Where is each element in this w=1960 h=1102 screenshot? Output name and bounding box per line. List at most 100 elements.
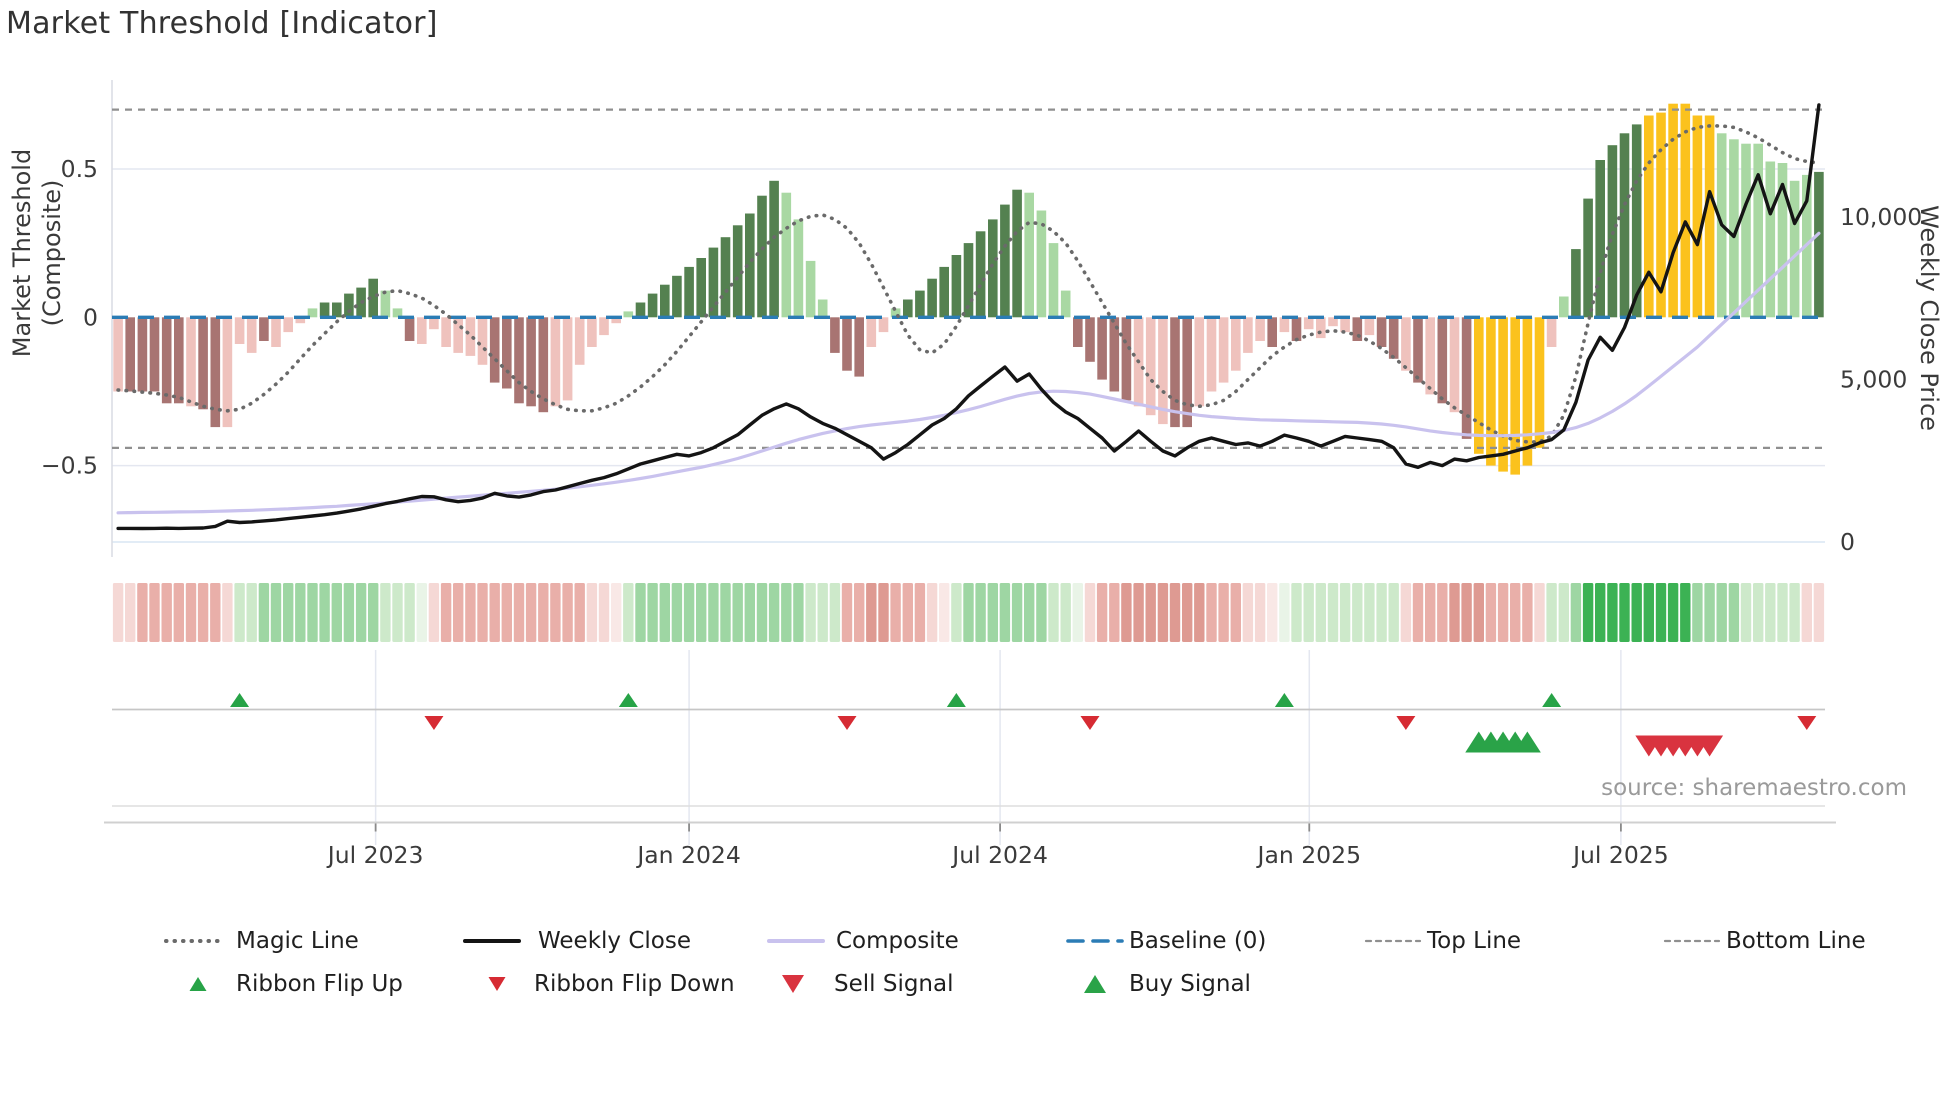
histogram-bar <box>1291 317 1302 341</box>
histogram-bar <box>830 317 840 353</box>
ribbon-flip-up-marker <box>1274 693 1294 707</box>
ribbon-cell <box>963 583 974 642</box>
histogram-bar <box>1510 317 1520 475</box>
histogram-bar <box>550 317 561 407</box>
histogram-bar <box>380 290 391 318</box>
histogram-bar <box>1048 243 1059 318</box>
ribbon-cell <box>1157 583 1169 642</box>
histogram-bar <box>769 180 779 318</box>
histogram-bar <box>1522 317 1533 466</box>
legend-label: Buy Signal <box>1129 971 1251 997</box>
legend-swatch-dotted-gray-icon <box>164 927 222 955</box>
ribbon-cell <box>841 583 853 642</box>
histogram-bar <box>1425 317 1435 395</box>
ribbon-cell <box>125 583 136 642</box>
legend-swatch-tri-down-small-icon <box>468 970 526 998</box>
buy-signal-marker <box>1513 731 1541 753</box>
ribbon-cell <box>295 583 306 642</box>
histogram-bar <box>1668 103 1678 318</box>
histogram-bar <box>587 317 597 347</box>
ribbon-cell <box>1777 583 1788 642</box>
ribbon-cell <box>1169 583 1181 642</box>
ribbon-cell <box>708 583 719 642</box>
histogram-bar <box>623 311 634 318</box>
histogram-bar <box>1498 317 1508 472</box>
ribbon-cell <box>1753 583 1764 642</box>
histogram-bar <box>198 317 208 410</box>
ribbon-cell <box>1692 583 1703 642</box>
ribbon-cell <box>866 583 877 642</box>
histogram-bar <box>1571 249 1581 318</box>
histogram-bar <box>1741 143 1751 318</box>
ribbon-cell <box>355 583 367 642</box>
ribbon-cell <box>1291 583 1302 642</box>
histogram-bar <box>951 255 962 318</box>
legend-label: Top Line <box>1427 928 1522 954</box>
legend-swatch-solid-purple-icon <box>767 927 825 955</box>
histogram-bar <box>392 308 403 318</box>
ribbon-cell <box>525 583 537 642</box>
histogram-bar <box>1413 317 1423 383</box>
ribbon-cell <box>1801 583 1812 642</box>
histogram-bar <box>271 317 281 347</box>
legend-swatch-dashed-blue-icon <box>1066 927 1124 955</box>
left-tick-label: −0.5 <box>41 452 98 480</box>
x-tick-label: Jan 2025 <box>1256 841 1362 869</box>
ribbon-cell <box>1279 583 1290 642</box>
ribbon-cell <box>1242 583 1254 642</box>
ribbon-cell <box>683 583 695 642</box>
histogram-bar <box>1461 317 1472 439</box>
legend-label: Weekly Close <box>538 928 691 954</box>
ribbon-cell <box>768 583 780 642</box>
histogram-bar <box>757 195 767 318</box>
ribbon-cell <box>392 583 403 642</box>
ribbon-cell <box>380 583 391 642</box>
ribbon-cell <box>1655 583 1667 642</box>
ribbon-cell <box>501 583 512 642</box>
histogram-bar <box>939 266 949 318</box>
histogram-bar <box>429 317 439 330</box>
ribbon-cell <box>598 583 610 642</box>
histogram-bar <box>1316 317 1326 339</box>
histogram-bar <box>878 317 889 333</box>
ribbon-cell <box>1582 583 1594 642</box>
histogram-bar <box>125 317 135 392</box>
histogram-bar <box>988 219 998 318</box>
ribbon-cell <box>1352 583 1363 642</box>
ribbon-cell <box>1510 583 1521 642</box>
legend-label: Ribbon Flip Up <box>236 971 403 997</box>
x-tick-label: Jul 2025 <box>1571 841 1669 869</box>
histogram-bar <box>1765 161 1776 318</box>
histogram-bar <box>890 308 901 318</box>
histogram-bar <box>1376 317 1387 347</box>
histogram-bar <box>1704 115 1715 318</box>
histogram-bar <box>186 317 196 407</box>
ribbon-cell <box>1145 583 1156 642</box>
histogram-bar <box>417 317 427 344</box>
ribbon-cell <box>1096 583 1108 642</box>
histogram-bar <box>927 278 937 318</box>
histogram-bar <box>562 317 573 401</box>
right-tick-label: 5,000 <box>1840 366 1907 394</box>
histogram-bar <box>732 225 743 318</box>
histogram-bar <box>295 317 306 324</box>
right-tick-label: 10,000 <box>1840 203 1922 231</box>
histogram-bar <box>174 317 184 404</box>
ribbon-cell <box>1680 583 1691 642</box>
histogram-bar <box>866 317 877 347</box>
histogram-bar <box>1158 317 1168 425</box>
histogram-bar <box>1777 163 1788 318</box>
histogram-bar <box>1340 317 1350 333</box>
histogram-bar <box>1401 317 1411 371</box>
histogram-bar <box>1449 317 1460 413</box>
ribbon-flip-up-marker <box>946 693 966 707</box>
histogram-bar <box>963 243 974 318</box>
ribbon-cell <box>1461 583 1472 642</box>
ribbon-cell <box>185 583 197 642</box>
histogram-bar <box>1789 180 1800 318</box>
ribbon-cell <box>902 583 913 642</box>
ribbon-cell <box>732 583 743 642</box>
ribbon-flip-up-marker <box>230 693 250 707</box>
